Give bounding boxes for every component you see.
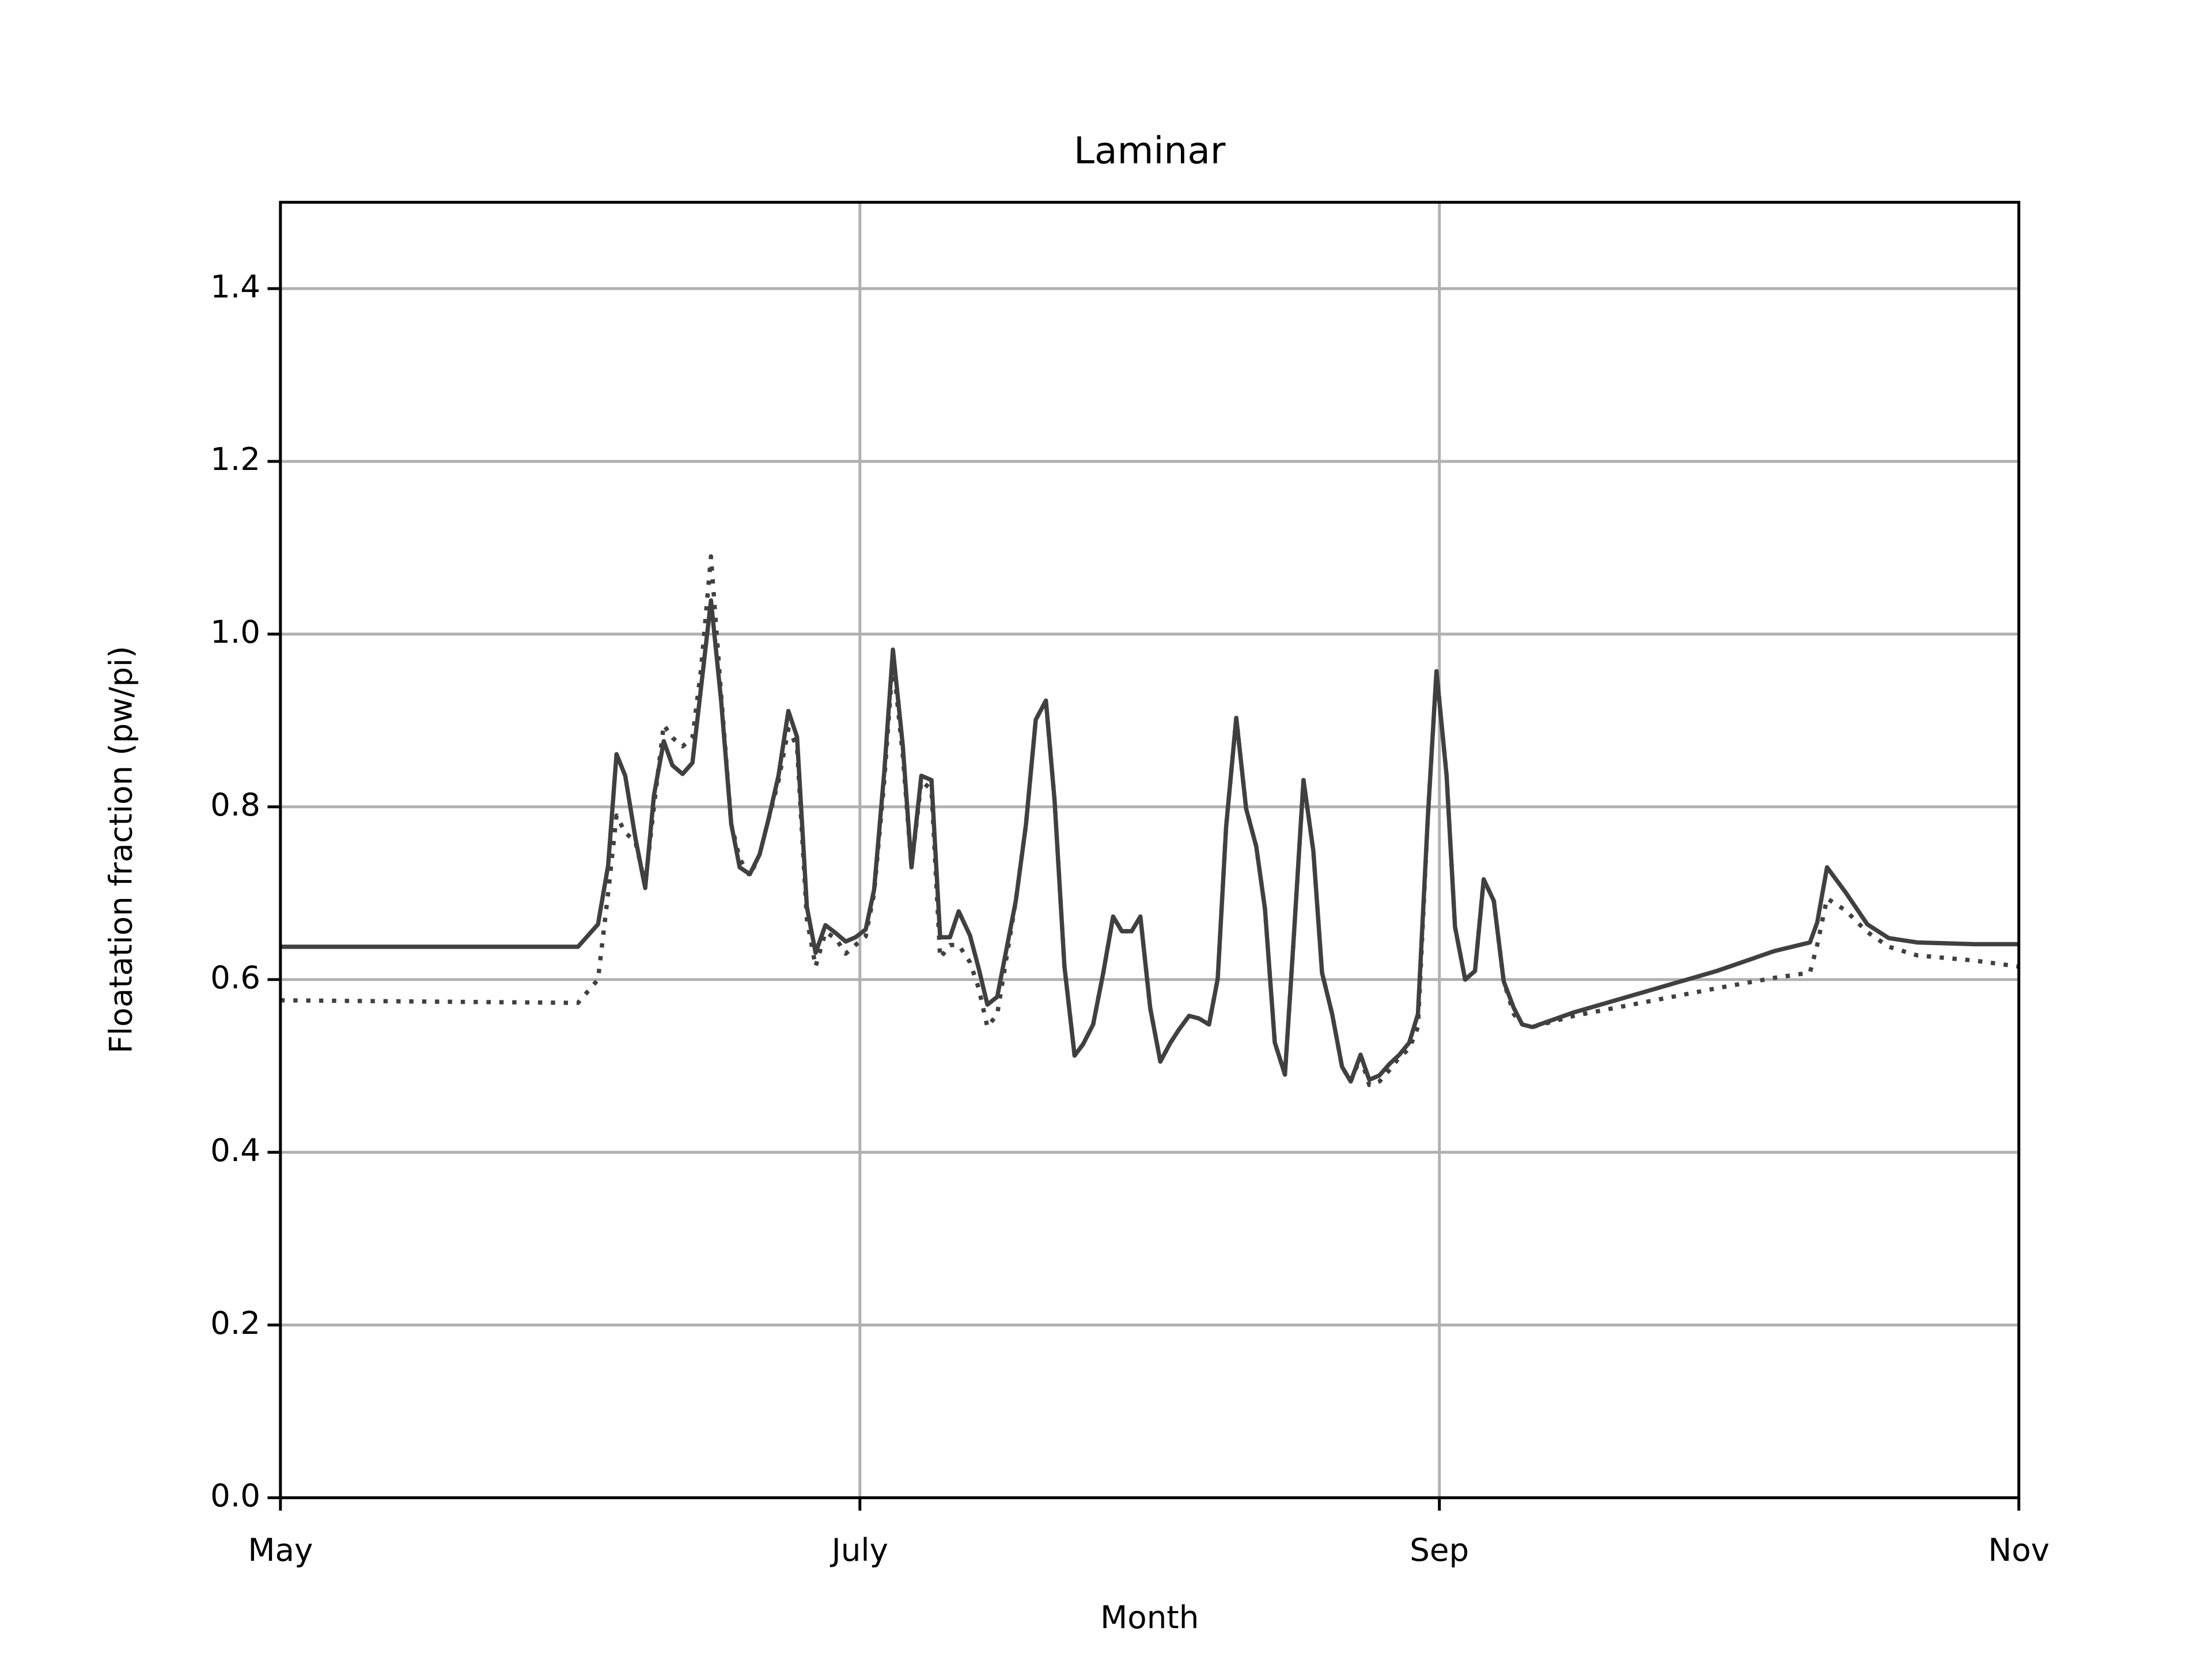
x-tick-label: Sep — [1410, 1531, 1469, 1568]
data-line — [280, 598, 2019, 1084]
y-tick-label: 0.6 — [210, 959, 260, 996]
y-tick-label: 0.4 — [210, 1132, 260, 1169]
y-axis-label: Floatation fraction (pw/pi) — [103, 646, 139, 1053]
x-axis-label: Month — [1100, 1599, 1199, 1636]
x-tick-label: July — [830, 1531, 888, 1568]
y-tick-label: 0.0 — [210, 1477, 260, 1514]
y-tick-label: 0.2 — [210, 1304, 260, 1341]
x-tick-label: May — [248, 1531, 313, 1568]
plot-frame — [279, 200, 2021, 1500]
y-tick-label: 0.8 — [210, 786, 260, 823]
y-tick-label: 1.2 — [210, 441, 260, 477]
y-tick-label: 1.4 — [210, 268, 260, 305]
y-tick-label: 1.0 — [210, 613, 260, 650]
x-tick-label: Nov — [1988, 1531, 2050, 1568]
chart-title: Laminar — [1074, 129, 1226, 172]
